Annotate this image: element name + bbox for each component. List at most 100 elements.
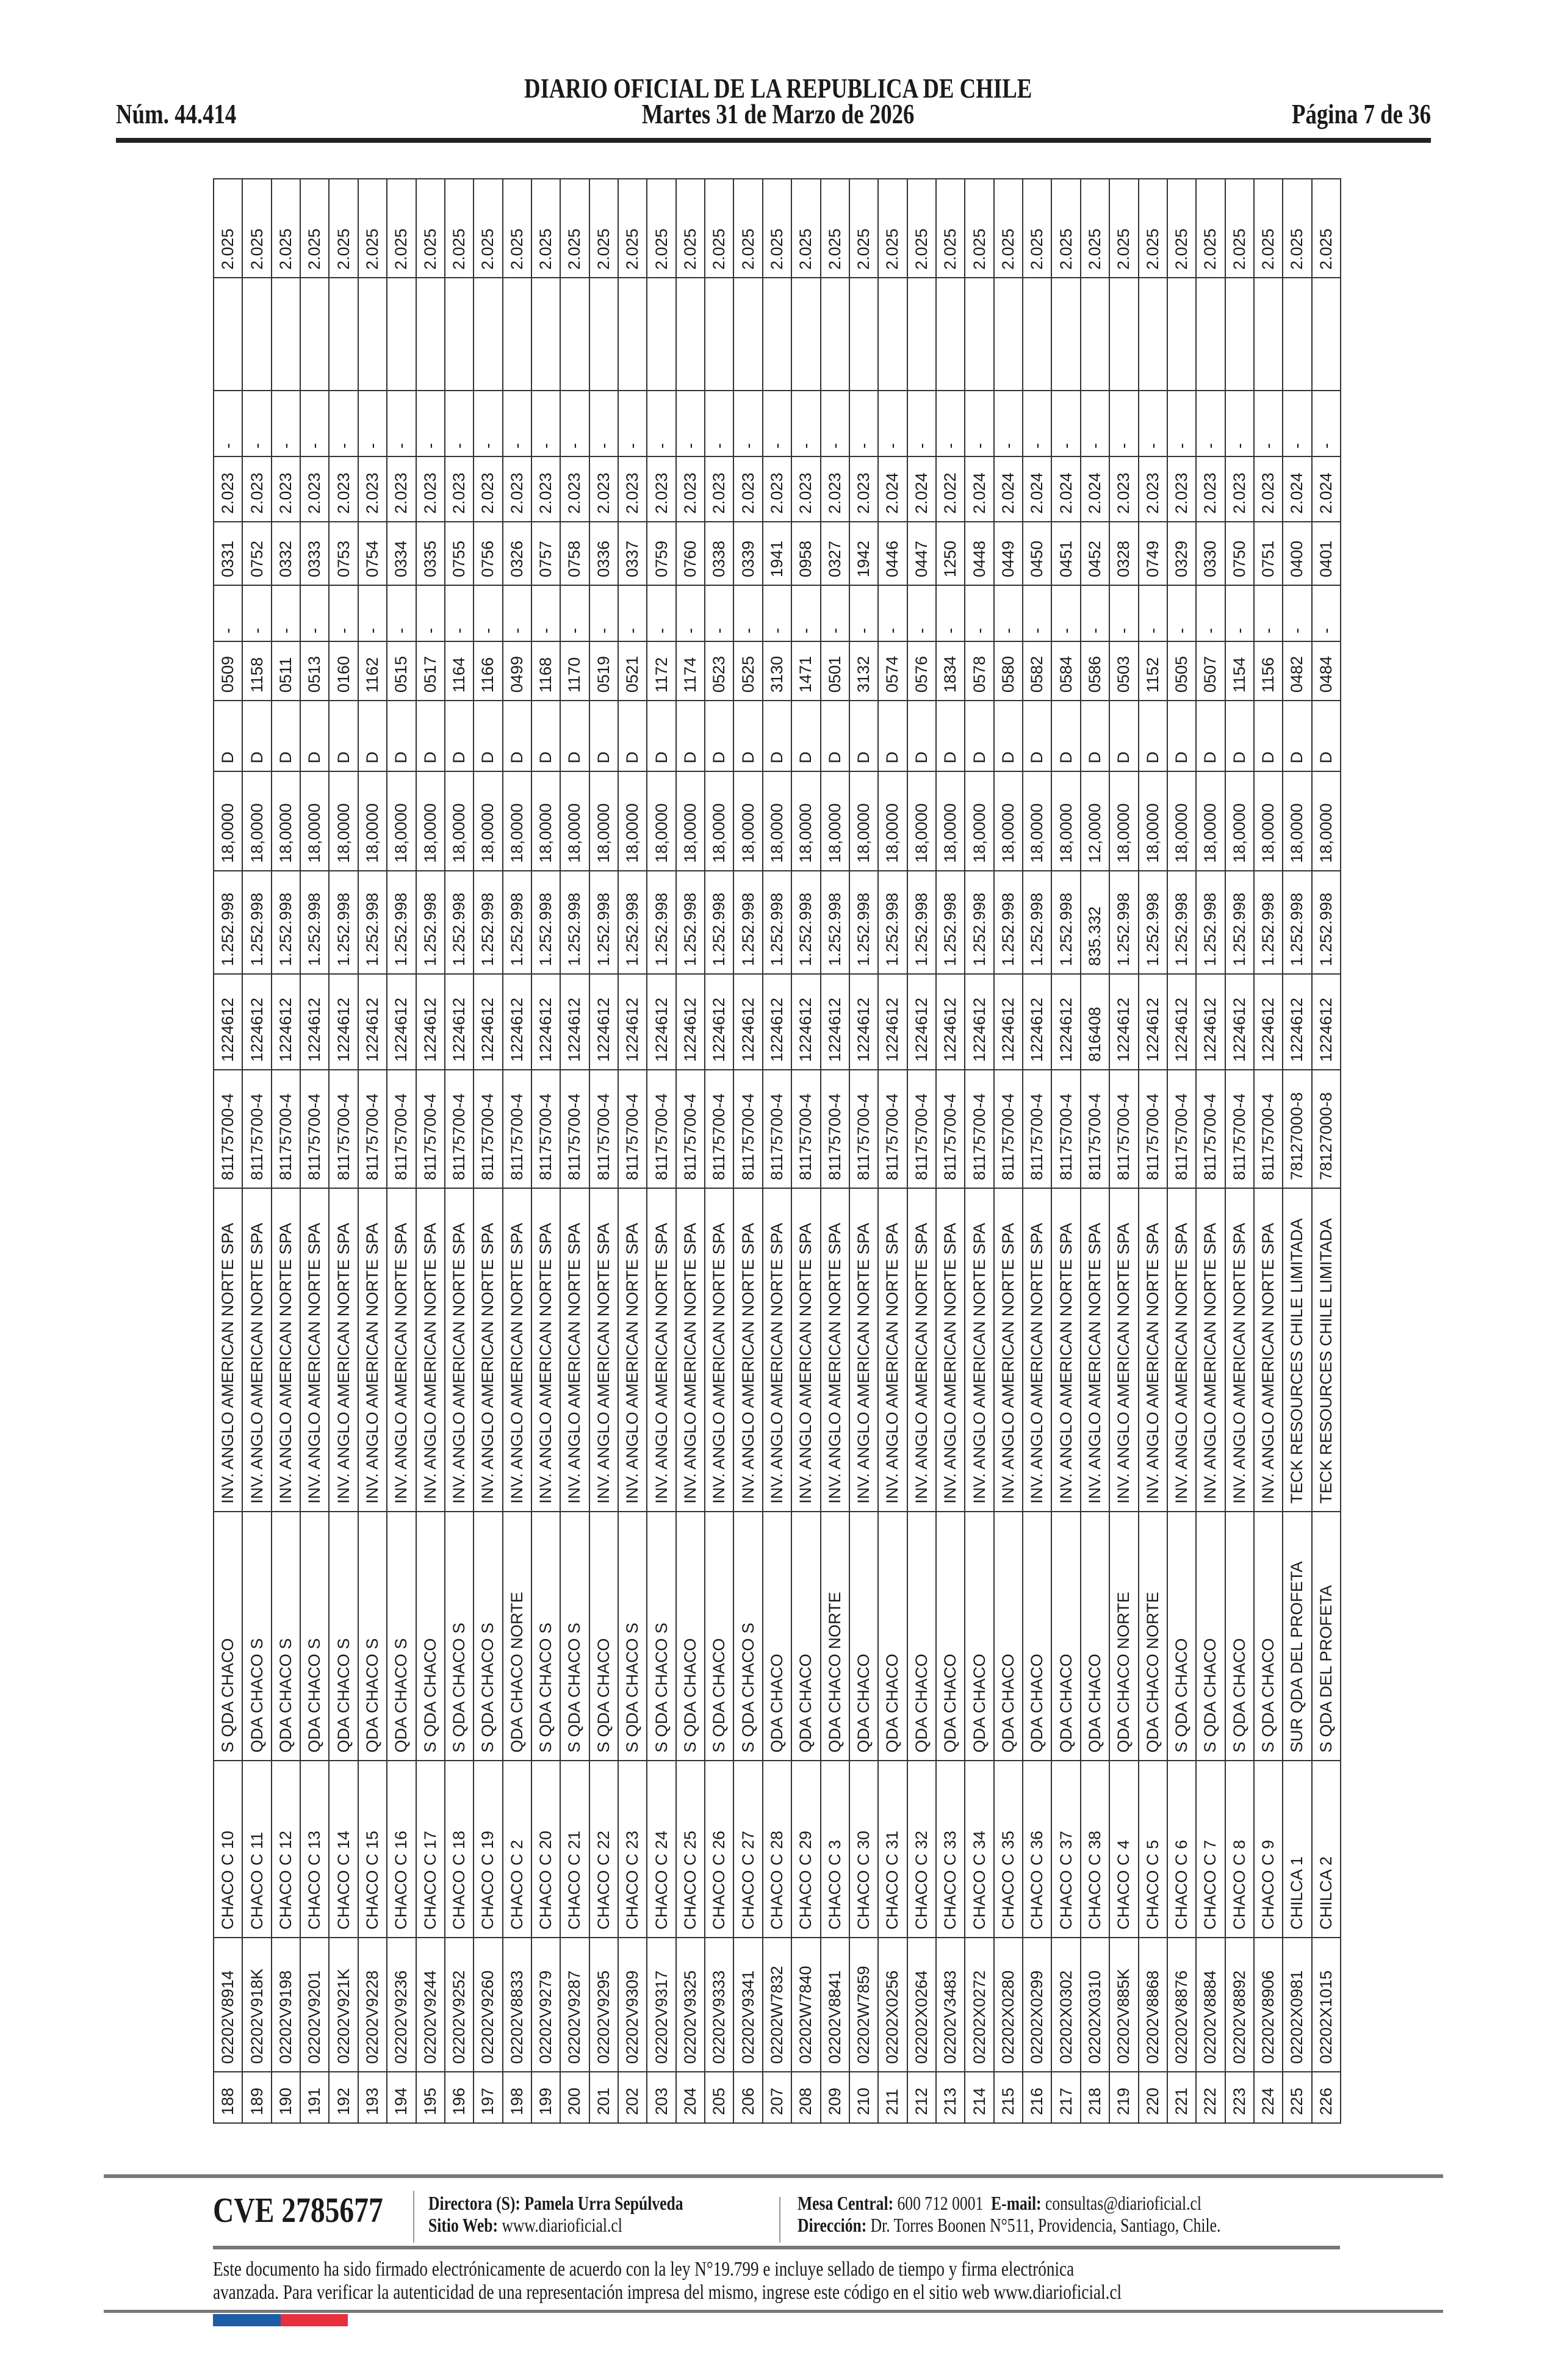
cell-location: S QDA CHACO	[1225, 1512, 1254, 1761]
table-row: 209 02202V8841 CHACO C 3 QDA CHACO NORTE INV…	[820, 179, 849, 2123]
cell-id-number: 1224612	[820, 974, 849, 1070]
cell-amount: 1.252.998	[1138, 871, 1167, 974]
cell-location: QDA CHACO	[762, 1512, 792, 1761]
cell-number-a: 0584	[1051, 641, 1081, 701]
cell-amount: 1.252.998	[358, 871, 387, 974]
cell-amount: 1.252.998	[705, 871, 734, 974]
cell-id-number: 1224612	[1311, 974, 1341, 1070]
cell-code: 02202X0264	[907, 1938, 936, 2072]
cell-year-2: 2.025	[733, 179, 763, 278]
cell-blank	[589, 278, 619, 391]
cell-dash-b: -	[965, 391, 994, 456]
cell-amount: 835.332	[1080, 871, 1110, 974]
website-link[interactable]: www.diarioficial.cl	[502, 2214, 622, 2236]
table-row: 211 02202X0256 CHACO C 31 QDA CHACO INV. ANG…	[878, 179, 907, 2123]
cell-code: 02202V9279	[531, 1938, 561, 2072]
cell-dash-a: -	[1023, 585, 1052, 641]
cell-percentage: 18,0000	[416, 771, 445, 871]
cell-year: 2.024	[1023, 456, 1052, 522]
cell-year-2: 2.025	[444, 179, 474, 278]
cell-year-2: 2.025	[1167, 179, 1197, 278]
cell-dash-a: -	[300, 585, 330, 641]
cell-year: 2.024	[1283, 456, 1312, 522]
cell-id-number: 1224612	[1138, 974, 1167, 1070]
cell-dash-b: -	[589, 391, 619, 456]
cell-year-2: 2.025	[1109, 179, 1139, 278]
director-name: Pamela Urra Sepúlveda	[524, 2192, 683, 2214]
cell-owner: INV. ANGLO AMERICAN NORTE SPA	[849, 1188, 879, 1512]
cell-percentage: 18,0000	[1138, 771, 1167, 871]
cell-year: 2.023	[820, 456, 849, 522]
cell-year-2: 2.025	[965, 179, 994, 278]
cell-code: 02202V8876	[1167, 1938, 1197, 2072]
cell-blank	[1311, 278, 1341, 391]
cell-code: 02202V8884	[1196, 1938, 1225, 2072]
cell-number-b: 0401	[1311, 522, 1341, 585]
cell-row-number: 189	[242, 2072, 272, 2123]
cell-rut: 81175700-4	[387, 1070, 416, 1188]
cell-dash-a: -	[271, 585, 301, 641]
cell-year: 2.024	[1311, 456, 1341, 522]
flag-stripe-blue	[213, 2314, 281, 2326]
cell-code: 02202V9309	[618, 1938, 647, 2072]
cell-percentage: 18,0000	[1023, 771, 1052, 871]
cell-dash-a: -	[705, 585, 734, 641]
cell-type: D	[935, 701, 965, 771]
cell-rut: 81175700-4	[1138, 1070, 1167, 1188]
cell-type: D	[589, 701, 619, 771]
cell-rut: 81175700-4	[935, 1070, 965, 1188]
cell-amount: 1.252.998	[1225, 871, 1254, 974]
cell-dash-a: -	[849, 585, 879, 641]
cell-number-b: 0958	[791, 522, 821, 585]
cell-number-b: 1250	[935, 522, 965, 585]
cell-location: QDA CHACO S	[242, 1512, 272, 1761]
email-link[interactable]: consultas@diarioficial.cl	[1045, 2192, 1201, 2214]
cell-number-b: 0400	[1283, 522, 1312, 585]
cell-year-2: 2.025	[907, 179, 936, 278]
cell-id-number: 1224612	[300, 974, 330, 1070]
cell-row-number: 216	[1023, 2072, 1052, 2123]
cell-number-a: 0484	[1311, 641, 1341, 701]
cell-type: D	[1283, 701, 1312, 771]
cell-blank	[444, 278, 474, 391]
cell-amount: 1.252.998	[1196, 871, 1225, 974]
cell-dash-a: -	[329, 585, 358, 641]
cell-year: 2.022	[935, 456, 965, 522]
cell-percentage: 18,0000	[589, 771, 619, 871]
signature-notice-text-2: avanzada. Para verificar la autenticidad…	[213, 2281, 1122, 2304]
cell-owner: INV. ANGLO AMERICAN NORTE SPA	[878, 1188, 907, 1512]
cell-rut: 81175700-4	[1023, 1070, 1052, 1188]
cell-blank	[242, 278, 272, 391]
cell-owner: INV. ANGLO AMERICAN NORTE SPA	[820, 1188, 849, 1512]
cell-number-b: 0328	[1109, 522, 1139, 585]
cell-location: QDA CHACO S	[271, 1512, 301, 1761]
cell-owner: INV. ANGLO AMERICAN NORTE SPA	[214, 1188, 243, 1512]
cell-row-number: 212	[907, 2072, 936, 2123]
cell-code: 02202V9244	[416, 1938, 445, 2072]
cell-code: 02202V8906	[1253, 1938, 1283, 2072]
cell-percentage: 18,0000	[1225, 771, 1254, 871]
cell-number-b: 0756	[474, 522, 503, 585]
cell-owner: TECK RESOURCES CHILE LIMITADA	[1283, 1188, 1312, 1512]
cell-concession-name: CHACO C 20	[531, 1761, 561, 1938]
cell-owner: INV. ANGLO AMERICAN NORTE SPA	[358, 1188, 387, 1512]
cell-amount: 1.252.998	[1253, 871, 1283, 974]
cell-dash-a: -	[1196, 585, 1225, 641]
cell-year-2: 2.025	[618, 179, 647, 278]
cell-dash-b: -	[387, 391, 416, 456]
table-row: 220 02202V8868 CHACO C 5 QDA CHACO NORTE INV…	[1138, 179, 1167, 2123]
cell-code: 02202V885K	[1109, 1938, 1139, 2072]
cell-owner: INV. ANGLO AMERICAN NORTE SPA	[907, 1188, 936, 1512]
cell-code: 02202V8833	[502, 1938, 531, 2072]
cell-number-a: 0503	[1109, 641, 1139, 701]
cell-amount: 1.252.998	[531, 871, 561, 974]
cell-type: D	[444, 701, 474, 771]
cell-percentage: 18,0000	[675, 771, 705, 871]
cell-owner: INV. ANGLO AMERICAN NORTE SPA	[416, 1188, 445, 1512]
cell-blank	[1109, 278, 1139, 391]
cell-code: 02202V8892	[1225, 1938, 1254, 2072]
cell-dash-b: -	[300, 391, 330, 456]
cell-amount: 1.252.998	[965, 871, 994, 974]
footer-mid-divider	[213, 2246, 1340, 2249]
cell-owner: INV. ANGLO AMERICAN NORTE SPA	[329, 1188, 358, 1512]
